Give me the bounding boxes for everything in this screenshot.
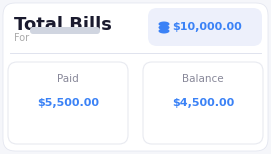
Text: Total Bills: Total Bills xyxy=(14,16,112,34)
FancyBboxPatch shape xyxy=(8,62,128,144)
Text: $4,500.00: $4,500.00 xyxy=(172,98,234,108)
Text: Balance: Balance xyxy=(182,74,224,84)
Ellipse shape xyxy=(159,25,169,30)
Ellipse shape xyxy=(159,28,169,34)
Text: For: For xyxy=(14,33,29,43)
FancyBboxPatch shape xyxy=(3,3,268,151)
FancyBboxPatch shape xyxy=(148,8,262,46)
Ellipse shape xyxy=(159,22,169,26)
FancyBboxPatch shape xyxy=(143,62,263,144)
Text: Paid: Paid xyxy=(57,74,79,84)
FancyBboxPatch shape xyxy=(30,27,100,34)
Text: $5,500.00: $5,500.00 xyxy=(37,98,99,108)
Text: $10,000.00: $10,000.00 xyxy=(172,22,242,32)
